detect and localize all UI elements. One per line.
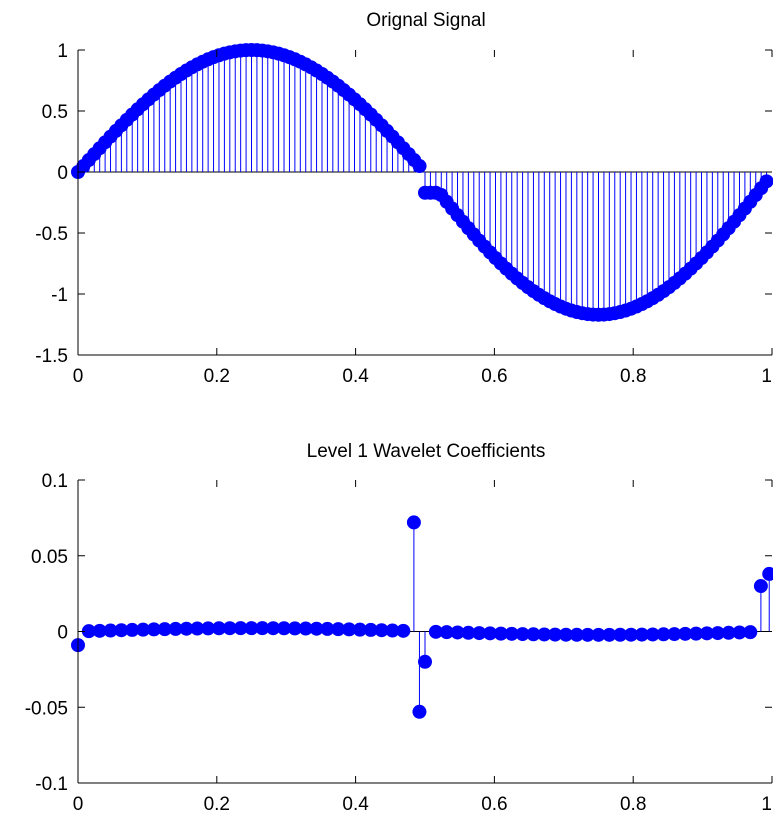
stem-marker bbox=[406, 515, 421, 530]
y-tick-label: -1 bbox=[51, 285, 68, 306]
x-tick-label: 0.8 bbox=[620, 794, 646, 815]
y-tick-label: -0.5 bbox=[35, 224, 68, 245]
axes: -0.1 -0.05 0 0.05 0.1 0 0.2 0.4 0.6 0.8 1 bbox=[25, 471, 773, 815]
x-tick-label: 1 bbox=[761, 366, 772, 387]
y-tick-label: -0.05 bbox=[25, 698, 68, 719]
x-tick-label: 0 bbox=[73, 794, 84, 815]
x-tick-label: 0.6 bbox=[481, 794, 507, 815]
markers-layer bbox=[71, 515, 773, 719]
stem-marker bbox=[762, 566, 773, 581]
y-tick-label: 1 bbox=[57, 41, 68, 62]
stem-marker bbox=[396, 623, 411, 638]
chart-title: Level 1 Wavelet Coefficients bbox=[307, 441, 546, 462]
subplot-level1-coefficients: Level 1 Wavelet Coefficients -0.1 -0.05 0 0… bbox=[25, 441, 773, 815]
y-tick-label: 0 bbox=[57, 623, 68, 644]
chart-title: Orignal Signal bbox=[366, 10, 485, 31]
y-tick-label: 0 bbox=[57, 163, 68, 184]
x-tick-label: 0 bbox=[73, 366, 84, 387]
stem-marker bbox=[743, 625, 758, 640]
y-tick-label: 0.5 bbox=[42, 102, 68, 123]
stem-marker bbox=[412, 704, 427, 719]
stem-marker bbox=[759, 174, 773, 189]
y-tick-label: 0.05 bbox=[31, 547, 68, 568]
x-tick-label: 0.8 bbox=[620, 366, 646, 387]
x-tick-label: 1 bbox=[761, 794, 772, 815]
y-tick-label: -0.1 bbox=[35, 774, 68, 795]
markers-layer bbox=[71, 43, 773, 322]
x-tick-label: 0.4 bbox=[342, 794, 369, 815]
y-tick-label: -1.5 bbox=[35, 346, 68, 367]
axes: -1.5 -1 -0.5 0 0.5 1 0 0.2 0.4 0.6 0.8 1 bbox=[35, 41, 773, 387]
stem-marker bbox=[412, 159, 427, 174]
stems-layer bbox=[77, 522, 772, 712]
subplot-original-signal: Orignal Signal -1.5 -1 -0.5 0 0.5 1 0 0.2 0.4 0.6… bbox=[35, 10, 773, 387]
x-tick-label: 0.2 bbox=[204, 794, 230, 815]
x-tick-label: 0.2 bbox=[204, 366, 230, 387]
x-tick-label: 0.6 bbox=[481, 366, 507, 387]
stem-marker bbox=[753, 579, 768, 594]
x-tick-label: 0.4 bbox=[342, 366, 369, 387]
stems-layer bbox=[78, 50, 772, 315]
stem-marker bbox=[418, 654, 432, 669]
y-tick-label: 0.1 bbox=[42, 471, 68, 492]
